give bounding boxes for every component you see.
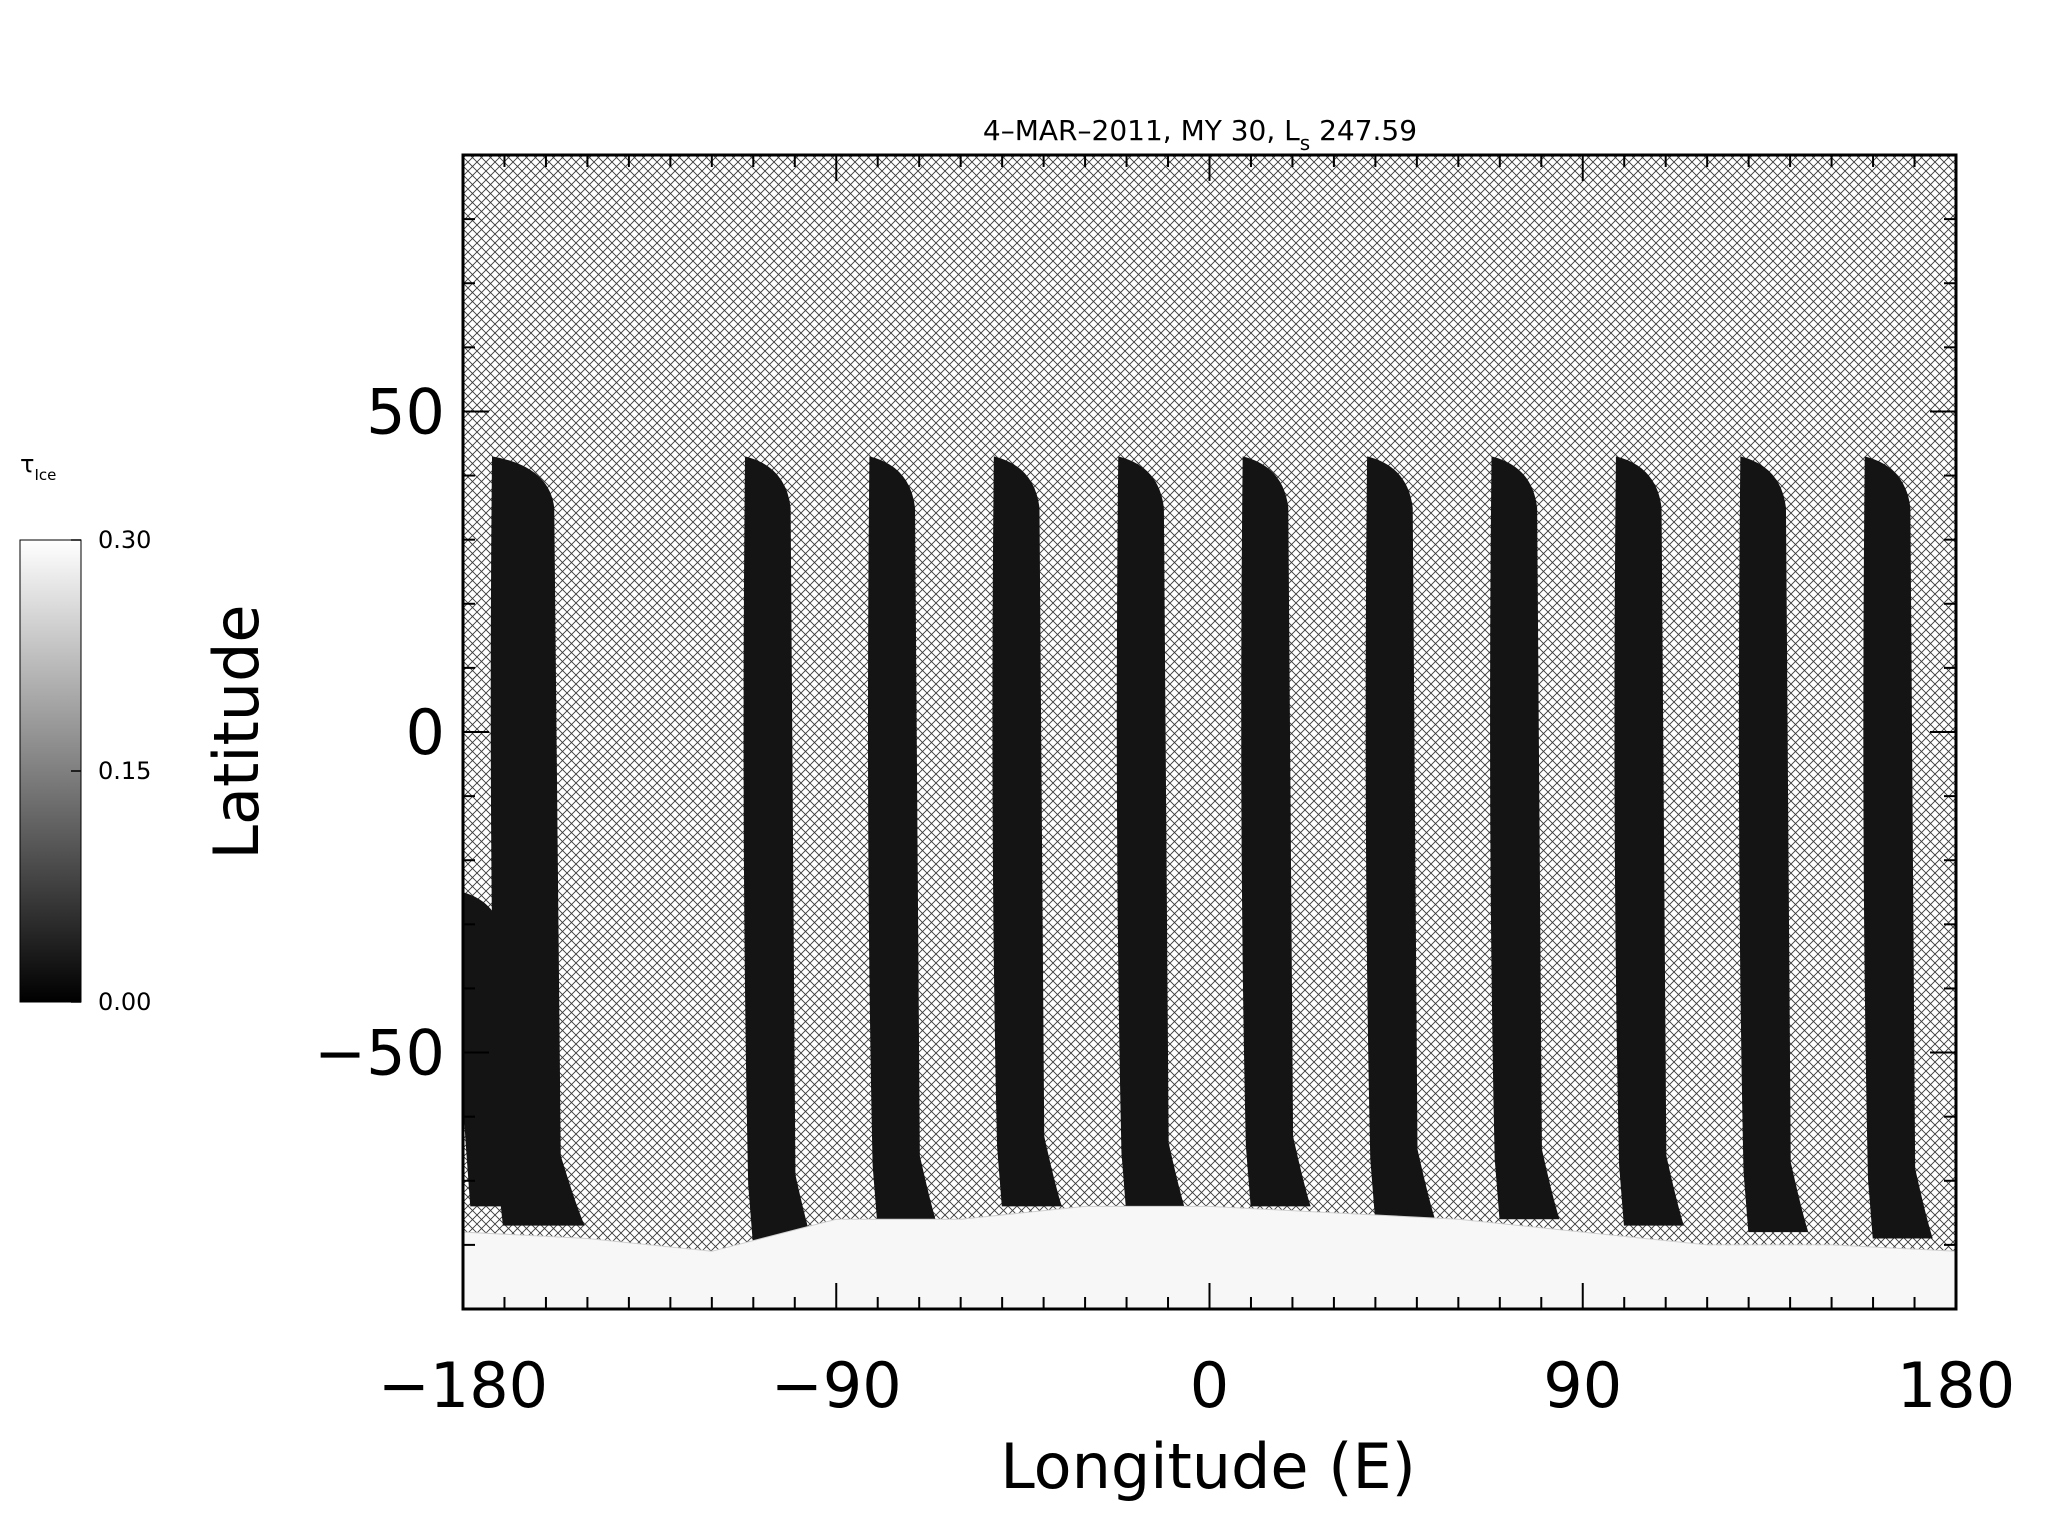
swath-8 bbox=[1490, 456, 1560, 1220]
swath-1 bbox=[490, 456, 585, 1226]
colorbar-tick-label: 0.30 bbox=[98, 526, 151, 554]
x-tick-label: 90 bbox=[1543, 1349, 1622, 1422]
y-tick-label: 0 bbox=[406, 696, 445, 769]
swath-7 bbox=[1365, 456, 1436, 1220]
colorbar-tick-label: 0.15 bbox=[98, 757, 151, 785]
colorbar-tick-label: 0.00 bbox=[98, 988, 151, 1016]
y-axis-title: Latitude bbox=[200, 604, 273, 859]
y-axis-tick-labels: −50 0 50 bbox=[314, 375, 445, 1089]
x-tick-label: −90 bbox=[771, 1349, 902, 1422]
swath-11 bbox=[1863, 456, 1933, 1239]
swath-10 bbox=[1738, 456, 1809, 1233]
observation-swaths bbox=[463, 456, 1933, 1245]
y-tick-label: −50 bbox=[314, 1017, 445, 1090]
plot-area bbox=[463, 155, 1956, 1309]
y-axis-ticks bbox=[463, 154, 1956, 1310]
colorbar-gradient bbox=[19, 539, 82, 1003]
x-axis-tick-labels: −180 −90 0 90 180 bbox=[378, 1349, 2015, 1422]
no-data-hatch bbox=[463, 155, 1956, 1309]
swath-3 bbox=[867, 456, 938, 1226]
x-tick-label: 0 bbox=[1190, 1349, 1229, 1422]
swath-9 bbox=[1614, 456, 1684, 1226]
swath-12 bbox=[463, 892, 525, 1207]
swath-6 bbox=[1241, 456, 1311, 1207]
colorbar: τIce 0.00 0.15 0.30 bbox=[19, 450, 151, 1016]
swath-4 bbox=[992, 456, 1062, 1207]
x-tick-label: −180 bbox=[378, 1349, 548, 1422]
colorbar-ticks: 0.00 0.15 0.30 bbox=[71, 526, 151, 1016]
x-axis-title: Longitude (E) bbox=[1000, 1430, 1416, 1503]
y-tick-label: 50 bbox=[366, 375, 445, 448]
x-axis-ticks bbox=[462, 155, 1957, 1309]
swath-5 bbox=[1116, 456, 1187, 1213]
x-tick-label: 180 bbox=[1897, 1349, 2015, 1422]
chart-title: 4–MAR–2011, MY 30, Ls 247.59 bbox=[983, 114, 1417, 155]
colorbar-label: τIce bbox=[20, 450, 56, 484]
swath-2 bbox=[743, 456, 813, 1245]
